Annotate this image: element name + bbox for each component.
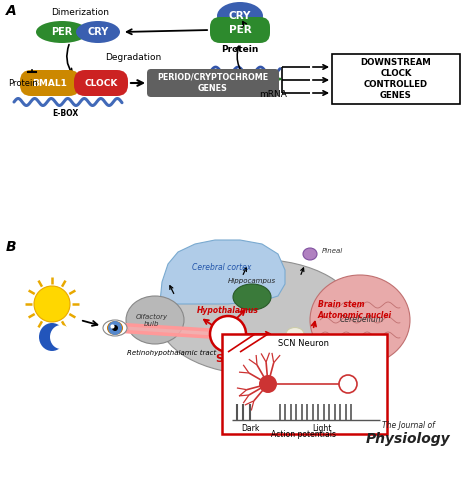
Text: Cerebellum: Cerebellum (340, 315, 384, 325)
Ellipse shape (217, 2, 263, 30)
Text: PER: PER (51, 27, 73, 37)
Ellipse shape (107, 321, 123, 335)
Text: Olfactory
bulb: Olfactory bulb (136, 313, 168, 327)
Text: PER: PER (228, 25, 251, 35)
Ellipse shape (50, 325, 72, 349)
FancyBboxPatch shape (20, 70, 80, 96)
Text: Brain stem
Autonomic nuclei: Brain stem Autonomic nuclei (318, 300, 392, 320)
Text: mRNA: mRNA (259, 90, 287, 99)
Text: The Journal of: The Journal of (382, 421, 434, 430)
Ellipse shape (126, 296, 184, 344)
Circle shape (259, 375, 277, 393)
Text: Protein: Protein (221, 45, 259, 54)
Text: Hippocampus: Hippocampus (228, 278, 276, 284)
Text: Degradation: Degradation (105, 53, 161, 62)
Text: DOWNSTREAM
CLOCK
CONTROLLED
GENES: DOWNSTREAM CLOCK CONTROLLED GENES (361, 58, 431, 100)
Text: E-BOX: E-BOX (52, 109, 78, 118)
Text: A: A (6, 4, 17, 18)
Text: Action potentials: Action potentials (272, 430, 337, 439)
Text: SCN Neuron: SCN Neuron (279, 339, 329, 348)
Text: CRY: CRY (87, 27, 109, 37)
FancyBboxPatch shape (74, 70, 128, 96)
Text: Light: Light (312, 424, 332, 433)
Ellipse shape (76, 21, 120, 43)
Bar (332, 54, 460, 104)
Ellipse shape (303, 248, 317, 260)
Text: CLOCK: CLOCK (84, 79, 118, 88)
Text: Retinohypothalamic tract: Retinohypothalamic tract (128, 350, 217, 356)
Text: B: B (6, 240, 17, 254)
Ellipse shape (39, 323, 65, 351)
Ellipse shape (233, 284, 271, 310)
Text: BMAL1: BMAL1 (33, 79, 67, 88)
Ellipse shape (158, 259, 358, 374)
Text: Cerebral cortex: Cerebral cortex (192, 263, 252, 272)
Text: Dark: Dark (241, 424, 259, 433)
Ellipse shape (103, 320, 127, 336)
Text: Physiology: Physiology (365, 432, 450, 446)
Text: CRY: CRY (229, 11, 251, 21)
Circle shape (108, 321, 122, 335)
Text: Protein: Protein (8, 79, 38, 88)
Ellipse shape (36, 21, 88, 43)
FancyBboxPatch shape (147, 69, 279, 97)
Circle shape (210, 316, 246, 352)
FancyBboxPatch shape (210, 17, 270, 43)
Text: SCN: SCN (215, 354, 241, 364)
Text: Hypothalamus: Hypothalamus (197, 306, 259, 315)
Text: Pineal: Pineal (322, 248, 343, 254)
Text: PERIOD/CRYPTOCHROME
GENES: PERIOD/CRYPTOCHROME GENES (157, 73, 269, 93)
Polygon shape (160, 240, 285, 304)
Text: Pituitary: Pituitary (306, 335, 336, 341)
Circle shape (339, 375, 357, 393)
Text: Dimerization: Dimerization (51, 8, 109, 17)
Ellipse shape (286, 328, 304, 340)
Circle shape (34, 286, 70, 322)
Ellipse shape (310, 275, 410, 365)
Bar (222, 334, 387, 434)
Circle shape (112, 325, 118, 331)
